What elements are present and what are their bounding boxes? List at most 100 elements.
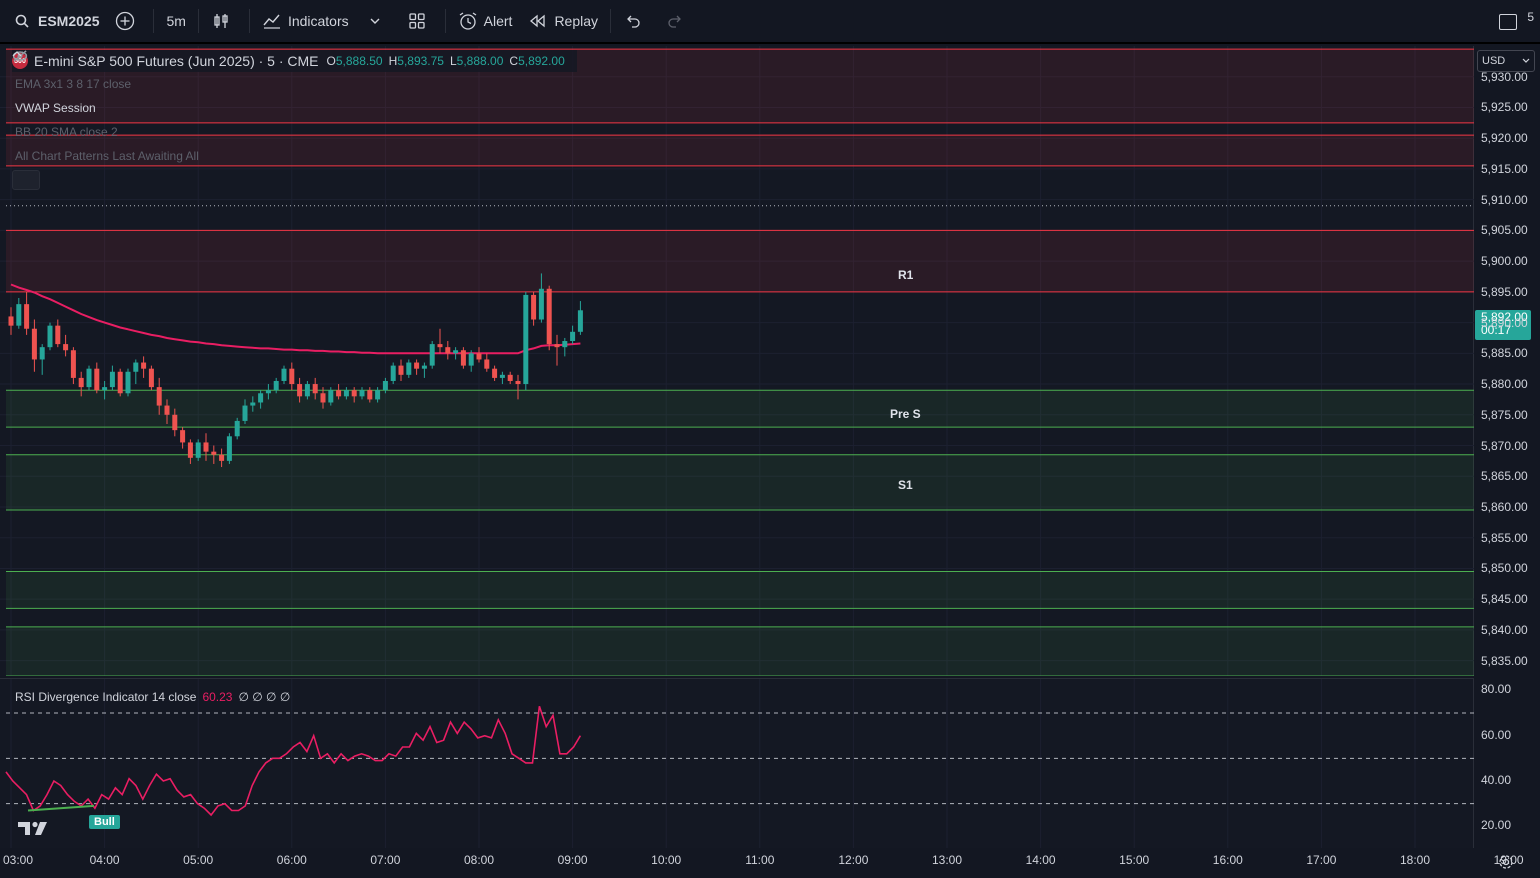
redo-icon [665,11,685,31]
pre-s-level-label: Pre S [890,407,921,421]
indicator-label: All Chart Patterns Last Awaiting All [15,149,199,163]
rsi-canvas[interactable] [0,679,1474,849]
layouts-button[interactable] [399,6,441,36]
candle [406,359,412,378]
candle-body [265,390,271,394]
replay-button[interactable]: Replay [520,6,606,36]
currency-label: USD [1482,55,1506,67]
candle-body [156,387,162,406]
time-tick-label: 16:00 [1212,853,1243,867]
s1-level-label: S1 [898,478,913,492]
candle-body [375,390,381,400]
rsi-tick-label: 20.00 [1481,818,1512,833]
indicator-legend-vwap[interactable]: VWAP Session [12,96,577,120]
candle-body [453,350,459,354]
price-tick-label: 5,885.00 [1481,346,1528,361]
price-tick-label: 5,910.00 [1481,192,1528,207]
current-price-tag: 5,892.00 00:17 [1475,310,1531,340]
candle [265,384,271,400]
time-tick-label: 11:00 [745,853,775,867]
candle [8,307,14,335]
symbol-search-button[interactable]: ESM2025 [0,6,107,36]
candle-body [281,368,287,381]
symbol-title[interactable]: E-mini S&P 500 Futures (Jun 2025) · 5 · … [34,53,319,69]
candle [429,341,435,369]
interval-button[interactable]: 5m [158,6,193,36]
candle-body [390,365,396,381]
candle [554,334,560,366]
candle-body [429,344,435,366]
candle-body [297,384,303,397]
chart-type-button[interactable] [203,6,245,36]
price-tick-label: 5,930.00 [1481,69,1528,84]
price-chart[interactable]: 500 E-mini S&P 500 Futures (Jun 2025) · … [0,46,1474,676]
candle [109,365,115,391]
time-tick-label: 10:00 [651,853,682,867]
gear-icon[interactable] [1496,852,1516,872]
search-icon [12,11,32,31]
alert-button[interactable]: Alert [450,6,521,36]
candle [156,377,162,415]
low-value: 5,888.00 [456,54,504,68]
compare-add-button[interactable] [107,6,149,36]
support-zone [6,571,1474,609]
rsi-value: 60.23 [202,690,233,704]
candle [125,368,131,397]
candle-body [336,390,342,397]
tradingview-logo[interactable] [16,819,50,837]
candle [187,439,193,464]
symbol-label: ESM2025 [38,13,100,29]
candle [359,387,365,400]
candle [320,387,326,409]
vwap-line [10,283,581,355]
candle-body [273,380,279,391]
rsi-tick-label: 60.00 [1481,727,1512,742]
price-axis[interactable]: USD 5,892.00 00:17 5,930.00 5,925.00 5,920… [1475,46,1540,676]
close-key: C [509,54,519,68]
candle-body [437,344,443,348]
candle [398,359,404,381]
indicators-menu-button[interactable] [357,6,399,36]
rsi-pane[interactable]: RSI Divergence Indicator 14 close 60.23 ∅ … [0,678,1474,849]
candle-body [484,359,490,369]
candle [421,362,427,378]
legend-collapse-button[interactable] [12,51,40,190]
bull-divergence-badge: Bull [89,815,120,829]
bar-countdown: 00:17 [1481,323,1512,337]
candle [242,399,248,424]
candle-body [203,442,209,452]
candle-body [343,390,349,397]
redo-button[interactable] [657,6,699,36]
price-chart-canvas[interactable] [0,46,1474,676]
candle-body [570,331,576,342]
candle [507,371,513,385]
candle-body [406,362,412,375]
candle-body [359,390,365,397]
candle-body [219,454,225,461]
currency-selector[interactable]: USD [1477,50,1535,72]
indicator-legend-ema[interactable]: EMA 3x1 3 8 17 close [12,50,577,96]
open-key: O [326,54,336,68]
indicators-button[interactable]: Indicators [254,6,357,36]
indicator-legend-patterns[interactable]: All Chart Patterns Last Awaiting All [12,50,577,168]
candle-body [187,442,193,458]
candles-icon [211,11,231,31]
undo-icon [623,11,643,31]
fullscreen-icon[interactable] [1499,14,1518,30]
candle [515,374,521,400]
candle-body [507,374,513,381]
undo-button[interactable] [615,6,657,36]
candle [234,417,240,440]
rsi-axis[interactable]: 80.00 60.00 40.00 20.00 [1475,678,1540,848]
candle-body [164,405,170,415]
candle-body [476,353,482,360]
grid-layout-icon [407,11,427,31]
support-zone [6,454,1474,511]
indicator-legend-bb[interactable]: BB 20 SMA close 2 [12,50,577,144]
rsi-legend[interactable]: RSI Divergence Indicator 14 close 60.23 ∅ … [15,690,290,704]
toolbar-divider [444,9,446,33]
indicator-label: EMA 3x1 3 8 17 close [15,77,132,91]
candle [437,328,443,354]
candle [63,334,69,357]
time-axis[interactable]: 03:00 04:00 05:00 06:00 07:00 08:00 09:00 10:00… [0,848,1524,878]
